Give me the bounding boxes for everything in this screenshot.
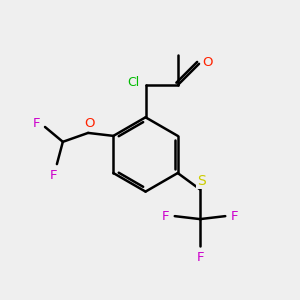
Text: F: F [196, 250, 204, 264]
Text: O: O [84, 117, 95, 130]
Text: Cl: Cl [127, 76, 139, 89]
Text: O: O [202, 56, 213, 69]
Text: S: S [197, 174, 206, 188]
Text: F: F [162, 210, 169, 223]
Text: F: F [50, 169, 58, 182]
Text: F: F [33, 118, 40, 130]
Text: F: F [230, 210, 238, 223]
